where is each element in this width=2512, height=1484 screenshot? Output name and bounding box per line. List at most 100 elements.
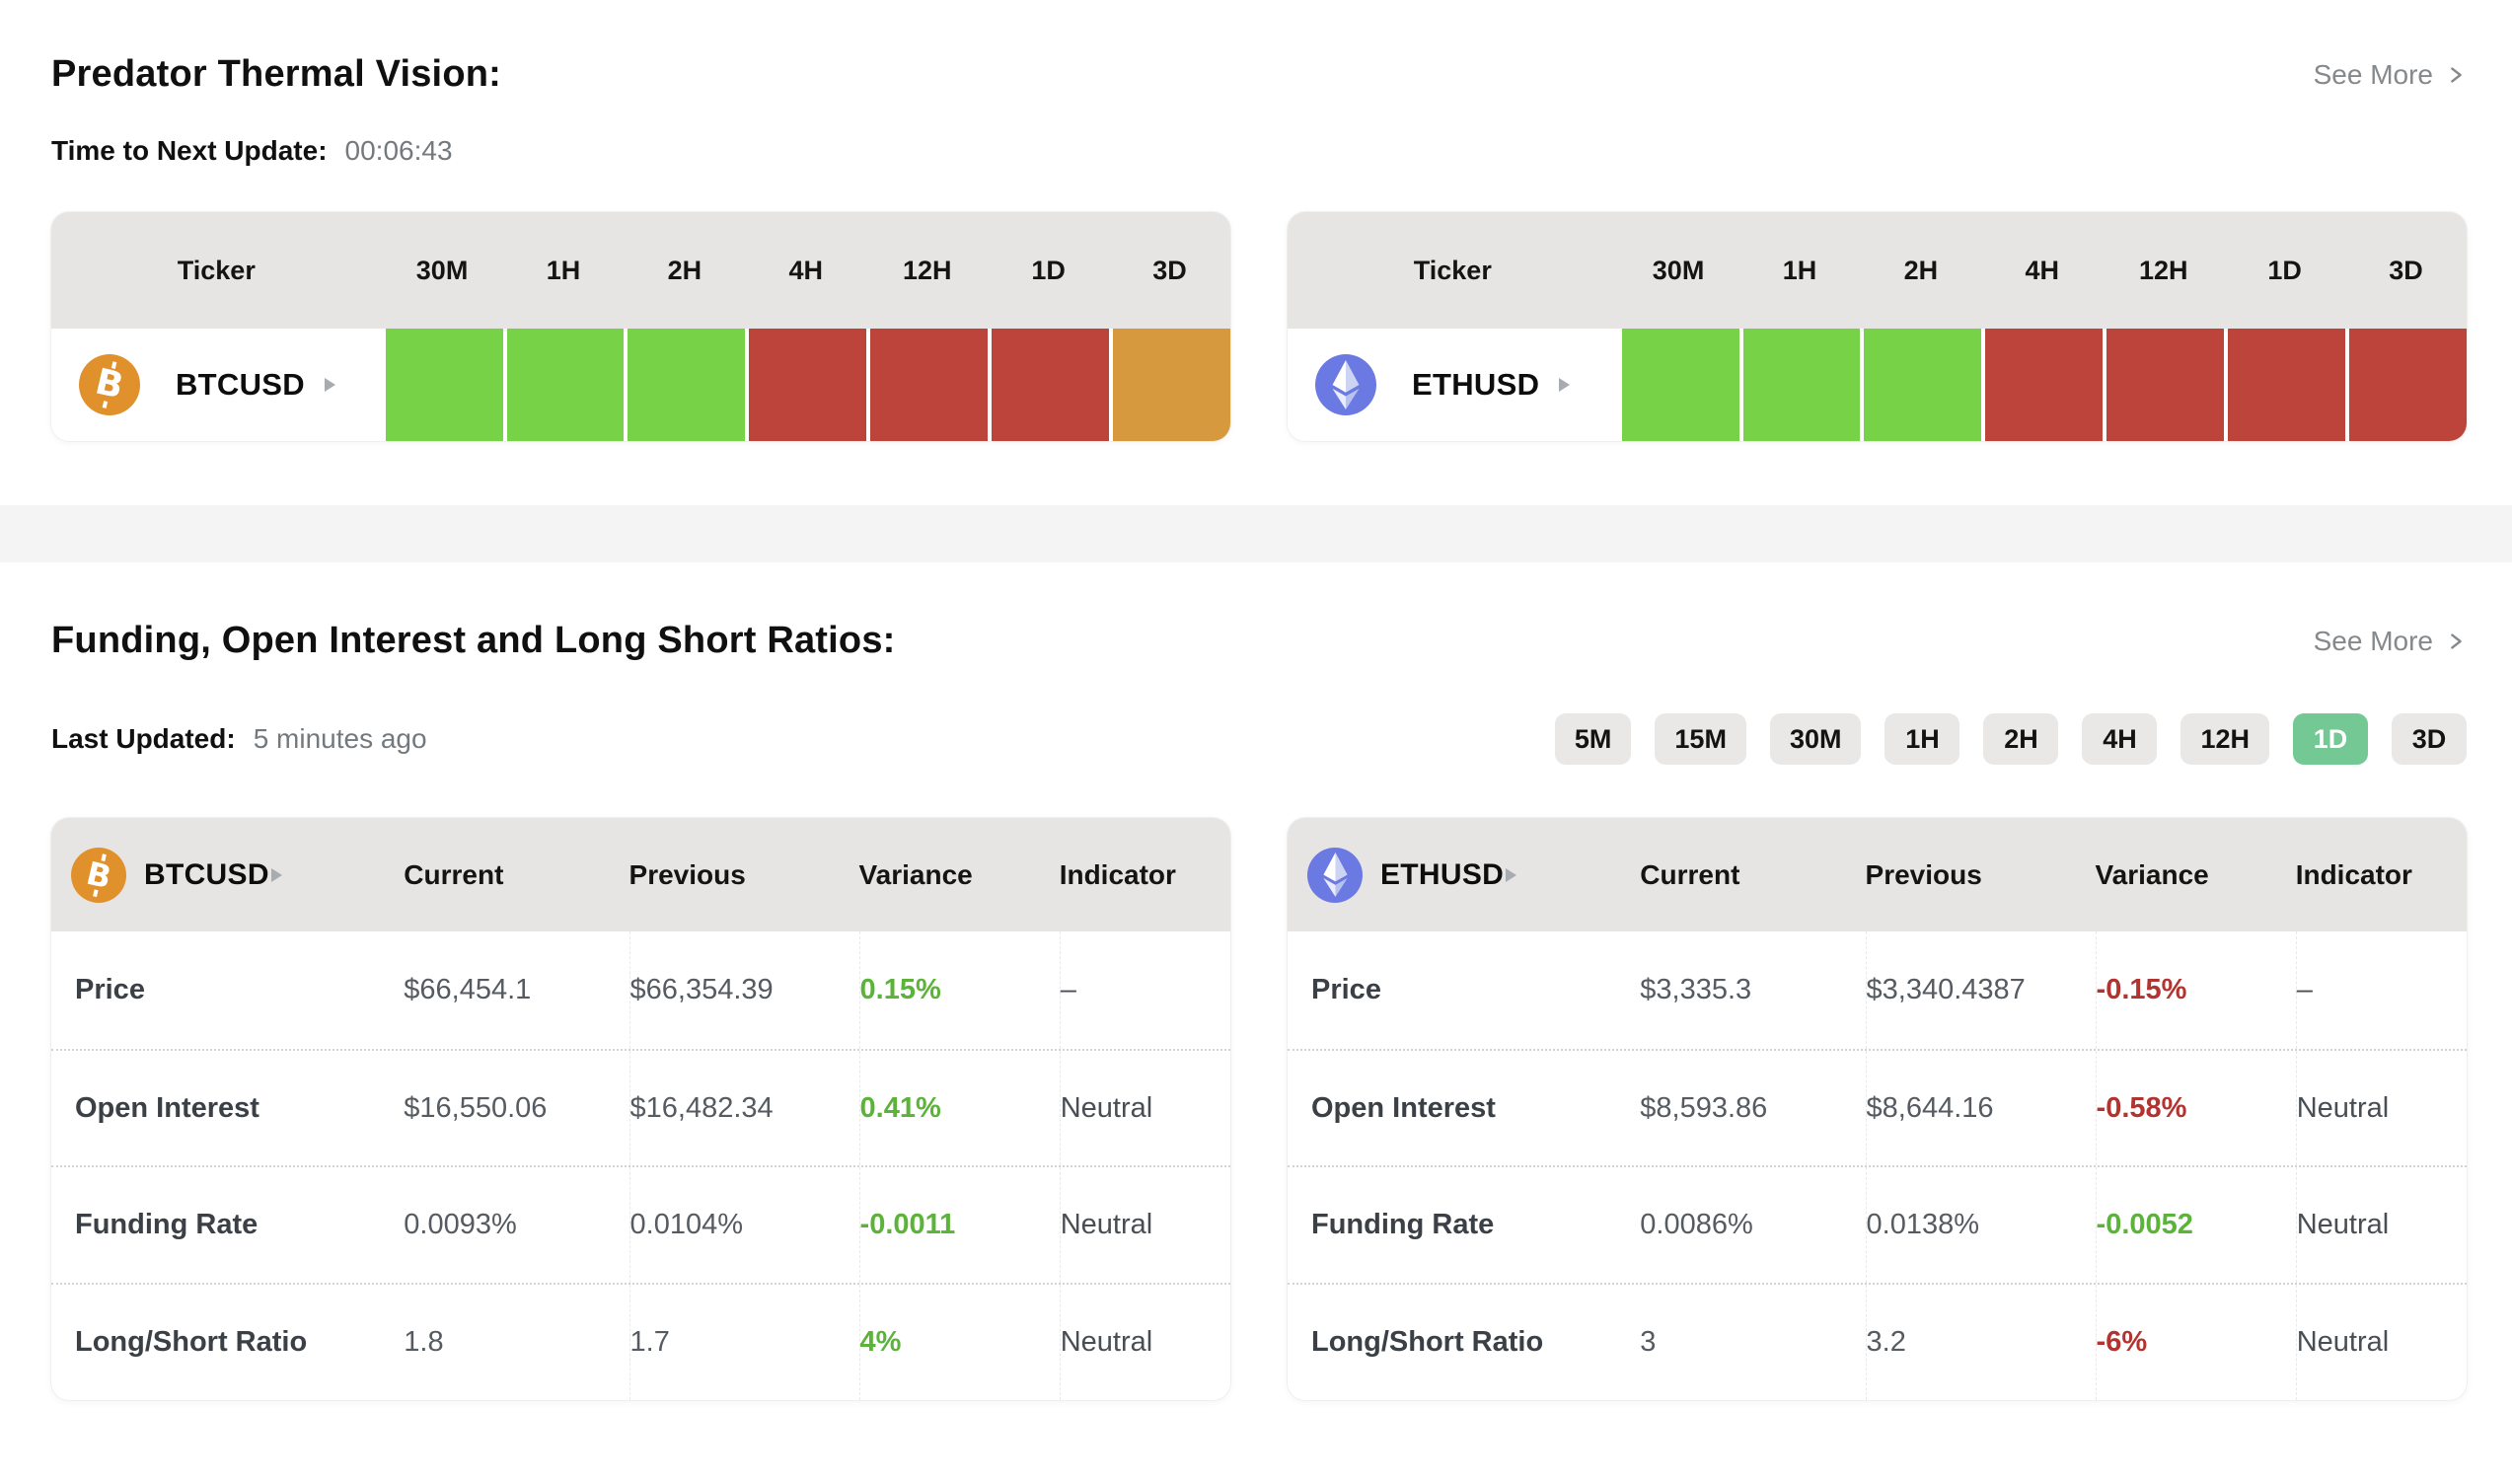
row-label: Funding Rate (75, 1209, 259, 1241)
indicator-value: Neutral (1059, 1050, 1230, 1166)
ticker-link-btcusd[interactable]: B BTCUSD (51, 329, 382, 441)
column-header-ticker: Ticker (177, 255, 256, 285)
timeframe-button-30m[interactable]: 30M (1769, 713, 1862, 765)
current-value: 0.0086% (1640, 1209, 1753, 1241)
row-label: Long/Short Ratio (75, 1325, 308, 1358)
thermal-cell-1h (502, 329, 625, 441)
funding-table-header: ETHUSD Current Previous Variance Indicat… (1288, 818, 2467, 931)
thermal-cell-12h (2103, 329, 2225, 441)
timeframe-button-2h[interactable]: 2H (1983, 713, 2059, 765)
column-header-3d: 3D (1152, 255, 1187, 285)
funding-title-row: Funding, Open Interest and Long Short Ra… (51, 620, 2467, 662)
timeframe-button-15m[interactable]: 15M (1655, 713, 1746, 765)
ticker-link-ethusd[interactable]: ETHUSD (1288, 847, 1640, 903)
current-value: 3 (1640, 1325, 1657, 1358)
previous-value: $3,340.4387 (1865, 931, 2096, 1049)
table-row-funding-rate: Funding Rate 0.0093% 0.0104% -0.0011 Neu… (51, 1165, 1230, 1284)
column-header-current: Current (404, 858, 504, 890)
row-label: Price (1311, 973, 1381, 1005)
ticker-label: ETHUSD (1380, 857, 1505, 891)
thermal-cell-4h (745, 329, 867, 441)
last-updated-value: 5 minutes ago (253, 723, 427, 754)
thermal-title-row: Predator Thermal Vision: See More (51, 0, 2467, 96)
column-header-indicator: Indicator (1059, 858, 1176, 890)
table-row-long-short-ratio: Long/Short Ratio 3 3.2 -6% Neutral (1288, 1283, 2467, 1400)
thermal-cell-12h (866, 329, 989, 441)
chevron-right-icon (1506, 867, 1517, 882)
indicator-value: – (1059, 931, 1230, 1049)
variance-value: 0.15% (858, 931, 1060, 1049)
current-value: $8,593.86 (1640, 1091, 1768, 1124)
thermal-cell-30m (1617, 329, 1739, 441)
indicator-value: Neutral (1059, 1167, 1230, 1284)
table-row-funding-rate: Funding Rate 0.0086% 0.0138% -0.0052 Neu… (1288, 1165, 2467, 1284)
variance-value: -0.0011 (858, 1167, 1060, 1284)
table-row-open-interest: Open Interest $16,550.06 $16,482.34 0.41… (51, 1048, 1230, 1166)
ticker-label: BTCUSD (176, 367, 305, 402)
timeframe-button-1h[interactable]: 1H (1884, 713, 1960, 765)
column-header-indicator: Indicator (2295, 858, 2412, 890)
bitcoin-icon: B (71, 847, 126, 903)
table-row-long-short-ratio: Long/Short Ratio 1.8 1.7 4% Neutral (51, 1283, 1230, 1400)
previous-value: 0.0138% (1865, 1167, 2096, 1284)
funding-table-header: B BTCUSD Current Previous Variance Indic… (51, 818, 1230, 931)
indicator-value: Neutral (2295, 1285, 2467, 1400)
chevron-right-icon (324, 378, 335, 392)
column-header-variance: Variance (858, 858, 973, 890)
variance-value: -0.0052 (2095, 1167, 2296, 1284)
previous-value: 3.2 (1865, 1285, 2096, 1400)
ticker-label: BTCUSD (144, 857, 269, 891)
previous-value: $16,482.34 (628, 1050, 859, 1166)
previous-value: 1.7 (628, 1285, 859, 1400)
thermal-cell-1h (1738, 329, 1861, 441)
column-header-ticker: Ticker (1413, 255, 1492, 285)
row-label: Open Interest (75, 1091, 259, 1124)
previous-value: $66,354.39 (628, 931, 859, 1049)
ticker-link-btcusd[interactable]: B BTCUSD (51, 847, 404, 903)
ethereum-icon (1307, 847, 1363, 903)
previous-value: $8,644.16 (1865, 1050, 2096, 1166)
current-value: 0.0093% (404, 1209, 517, 1241)
column-header-variance: Variance (2095, 858, 2209, 890)
thermal-table-row: B BTCUSD (51, 329, 1230, 441)
thermal-cell-3d (2345, 329, 2467, 441)
thermal-section-title: Predator Thermal Vision: (51, 53, 501, 95)
column-header-12h: 12H (902, 255, 952, 285)
column-header-12h: 12H (2138, 255, 2188, 285)
row-label: Price (75, 973, 145, 1005)
timeframe-button-1d[interactable]: 1D (2293, 713, 2368, 765)
column-header-30m: 30M (415, 255, 469, 285)
chevron-right-icon (1559, 378, 1571, 392)
chevron-right-icon (2445, 63, 2467, 87)
timeframe-button-5m[interactable]: 5M (1554, 713, 1632, 765)
timeframe-button-12h[interactable]: 12H (2180, 713, 2269, 765)
thermal-table-eth: Ticker 30M 1H 2H 4H 12H 1D 3D (1288, 212, 2467, 441)
timeframe-button-4h[interactable]: 4H (2082, 713, 2158, 765)
funding-see-more-link[interactable]: See More (2314, 626, 2467, 657)
timeframe-button-3d[interactable]: 3D (2392, 713, 2467, 765)
current-value: $66,454.1 (404, 973, 532, 1005)
funding-table-eth: ETHUSD Current Previous Variance Indicat… (1288, 818, 2467, 1400)
indicator-value: – (2295, 931, 2467, 1049)
ticker-label: ETHUSD (1412, 367, 1540, 402)
section-divider (0, 505, 2512, 562)
see-more-label: See More (2313, 625, 2433, 656)
row-label: Long/Short Ratio (1311, 1325, 1544, 1358)
next-update-countdown: 00:06:43 (344, 135, 453, 166)
column-header-2h: 2H (667, 255, 702, 285)
current-value: 1.8 (404, 1325, 444, 1358)
bitcoin-icon: B (79, 354, 140, 415)
thermal-cell-4h (1981, 329, 2104, 441)
column-header-2h: 2H (1903, 255, 1939, 285)
funding-section: Funding, Open Interest and Long Short Ra… (0, 620, 2512, 1400)
thermal-see-more-link[interactable]: See More (2314, 59, 2467, 91)
chevron-right-icon (270, 867, 282, 882)
ticker-link-ethusd[interactable]: ETHUSD (1288, 329, 1618, 441)
timeframe-selector: 5M 15M 30M 1H 2H 4H 12H 1D 3D (1554, 713, 2467, 765)
indicator-value: Neutral (1059, 1285, 1230, 1400)
ethereum-icon (1315, 354, 1376, 415)
variance-value: -6% (2095, 1285, 2296, 1400)
column-header-3d: 3D (2389, 255, 2423, 285)
column-header-1d: 1D (1031, 255, 1066, 285)
table-row-price: Price $3,335.3 $3,340.4387 -0.15% – (1288, 931, 2467, 1049)
